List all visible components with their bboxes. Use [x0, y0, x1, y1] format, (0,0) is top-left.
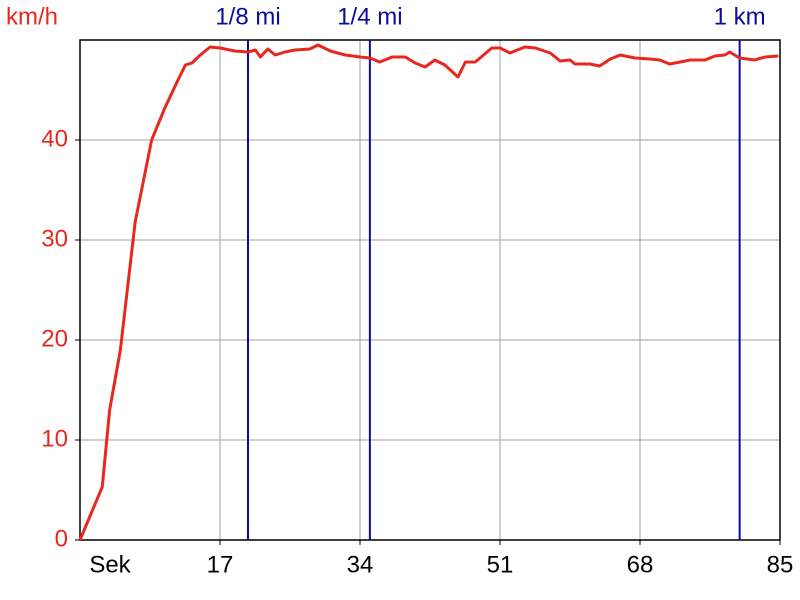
x-axis-label: Sek — [89, 551, 131, 578]
distance-marker-label: 1/8 mi — [215, 3, 280, 30]
y-axis-label: km/h — [6, 3, 58, 30]
y-tick-label: 40 — [41, 125, 68, 152]
speed-line — [78, 43, 779, 541]
x-tick-label: 51 — [487, 551, 514, 578]
y-tick-label: 10 — [41, 425, 68, 452]
x-tick-label: 85 — [767, 551, 794, 578]
plot-background — [80, 40, 780, 540]
distance-marker-label: 1/4 mi — [337, 3, 402, 30]
y-tick-label: 0 — [55, 525, 68, 552]
x-tick-label: 17 — [207, 551, 234, 578]
plot-frame — [79, 39, 781, 541]
y-tick-label: 20 — [41, 325, 68, 352]
x-tick-label: 68 — [627, 551, 654, 578]
distance-marker-label: 1 km — [714, 3, 766, 30]
y-tick-label: 30 — [41, 225, 68, 252]
x-tick-label: 34 — [347, 551, 374, 578]
